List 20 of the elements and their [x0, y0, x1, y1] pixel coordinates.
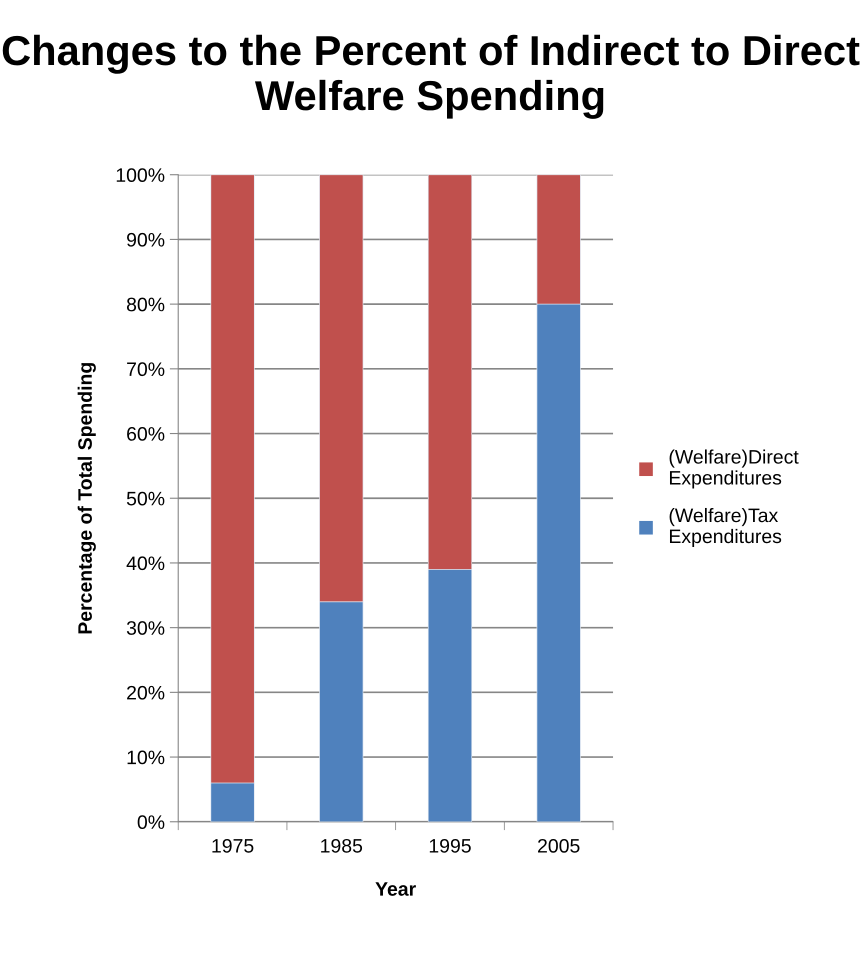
legend-label: (Welfare)Direct Expenditures [670, 449, 799, 489]
y-tick-label: 80% [126, 298, 164, 312]
x-tick-label: 2005 [538, 838, 580, 853]
y-axis-title: Percentage of Total Spending [78, 363, 96, 634]
y-tick-label: 0% [138, 815, 164, 829]
x-tick-label: 1985 [321, 838, 362, 853]
y-tick-label: 30% [126, 621, 164, 635]
chart-title: Changes to the Percent of Indirect to Direct Welfare Spending [2, 34, 860, 119]
y-tick-label: 50% [126, 492, 164, 506]
legend-label: (Welfare)Tax Expenditures [670, 508, 782, 548]
y-tick-label: 60% [127, 427, 164, 441]
y-tick-label: 70% [127, 362, 164, 376]
y-tick-label: 40% [126, 556, 164, 570]
x-axis-title: Year [375, 882, 416, 896]
y-tick-label: 90% [127, 232, 164, 247]
y-tick-label: 20% [127, 686, 164, 700]
x-tick-label: 1995 [430, 838, 471, 853]
y-tick-label: 100% [116, 168, 164, 182]
y-tick-label: 10% [128, 750, 164, 764]
x-tick-label: 1975 [212, 838, 254, 853]
